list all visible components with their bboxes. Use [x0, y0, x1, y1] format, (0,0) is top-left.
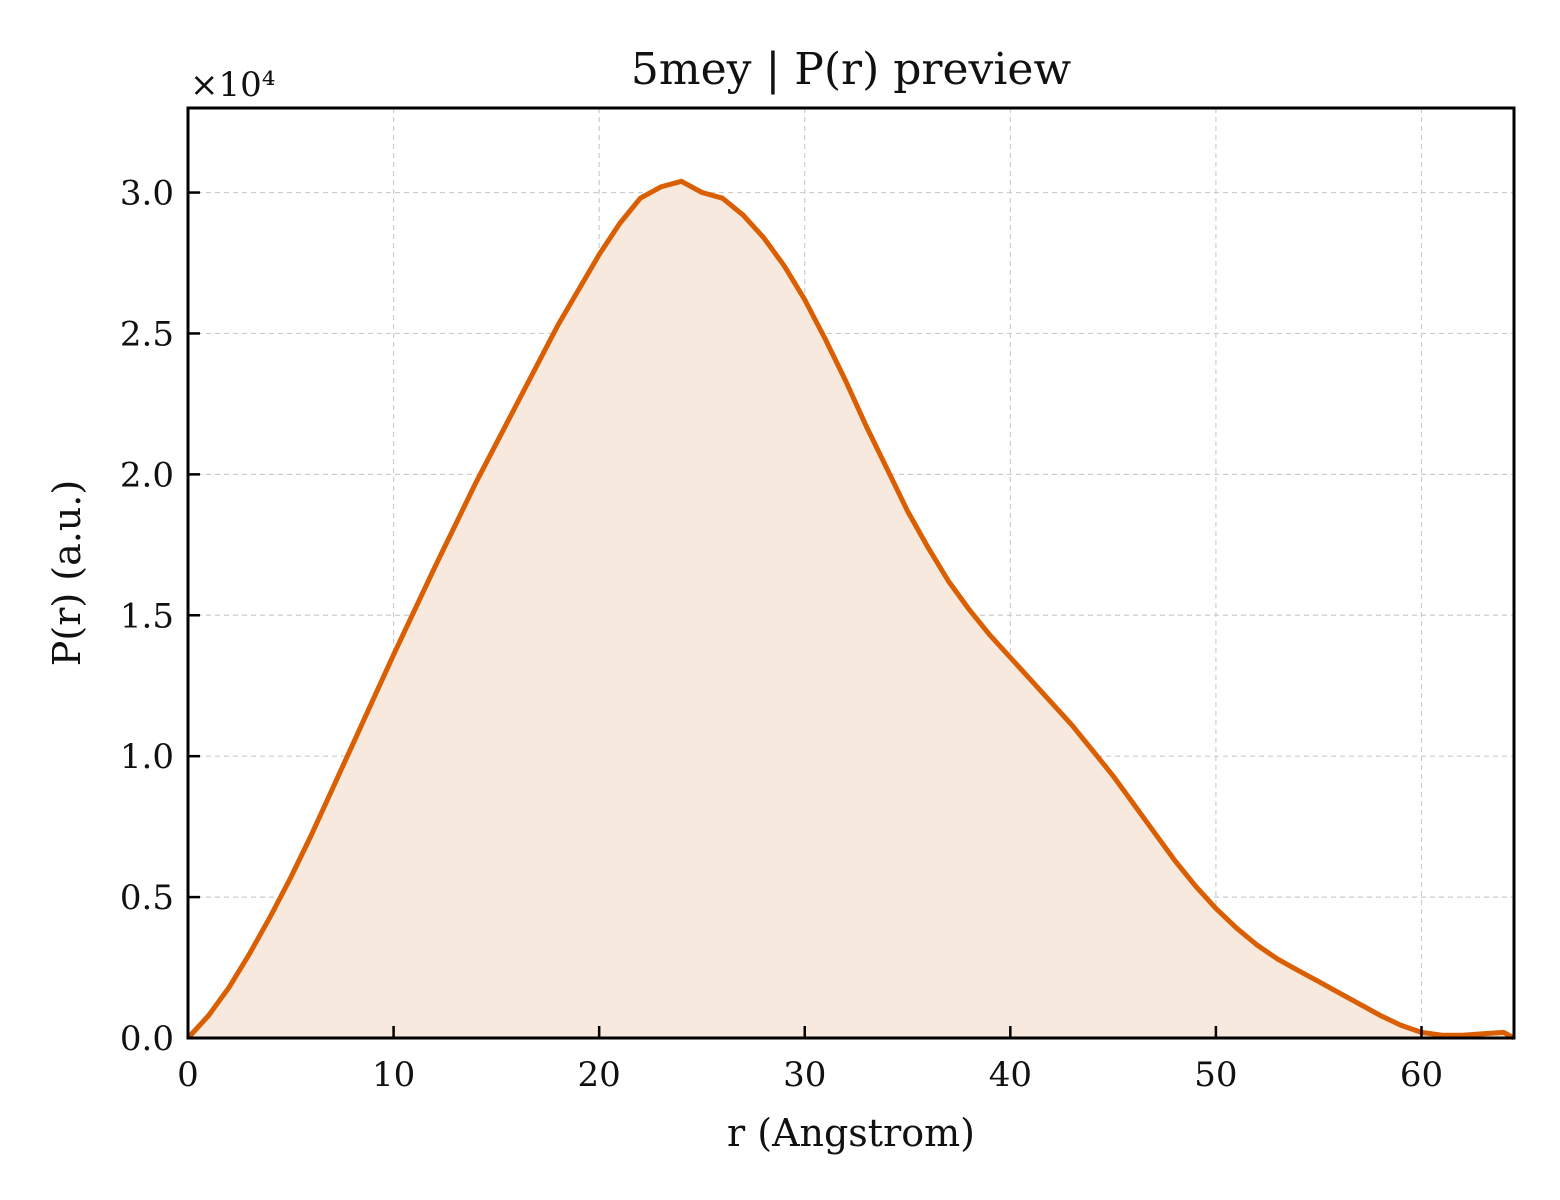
x-axis-ticks: 0 10 20 30 40 50 60	[177, 1026, 1443, 1095]
pr-line	[186, 178, 1516, 1041]
pr-area-fill	[188, 181, 1514, 1039]
y-tick-label: 2.5	[120, 314, 174, 354]
x-tick-label: 0	[177, 1055, 199, 1095]
y-tick-label: 3.0	[120, 174, 174, 214]
y-tick-label: 2.0	[120, 455, 174, 495]
chart-title: 5mey | P(r) preview	[631, 44, 1072, 95]
y-axis-label: P(r) (a.u.)	[45, 480, 89, 666]
plot-frame	[186, 106, 1516, 1040]
y-tick-label: 1.5	[120, 596, 174, 636]
y-tick-label: 0.0	[120, 1019, 174, 1059]
y-tick-label: 1.0	[120, 737, 174, 777]
x-tick-label: 10	[372, 1055, 415, 1095]
x-tick-label: 20	[578, 1055, 621, 1095]
y-tick-label: 0.5	[120, 878, 174, 918]
x-tick-label: 60	[1400, 1055, 1443, 1095]
x-tick-label: 30	[783, 1055, 826, 1095]
y-axis-multiplier: ×10⁴	[190, 65, 275, 105]
x-axis-label: r (Angstrom)	[727, 1111, 975, 1155]
y-axis-ticks: 0.0 0.5 1.0 1.5 2.0 2.5 3.0	[120, 174, 200, 1059]
x-tick-label: 50	[1194, 1055, 1237, 1095]
x-tick-label: 40	[989, 1055, 1032, 1095]
